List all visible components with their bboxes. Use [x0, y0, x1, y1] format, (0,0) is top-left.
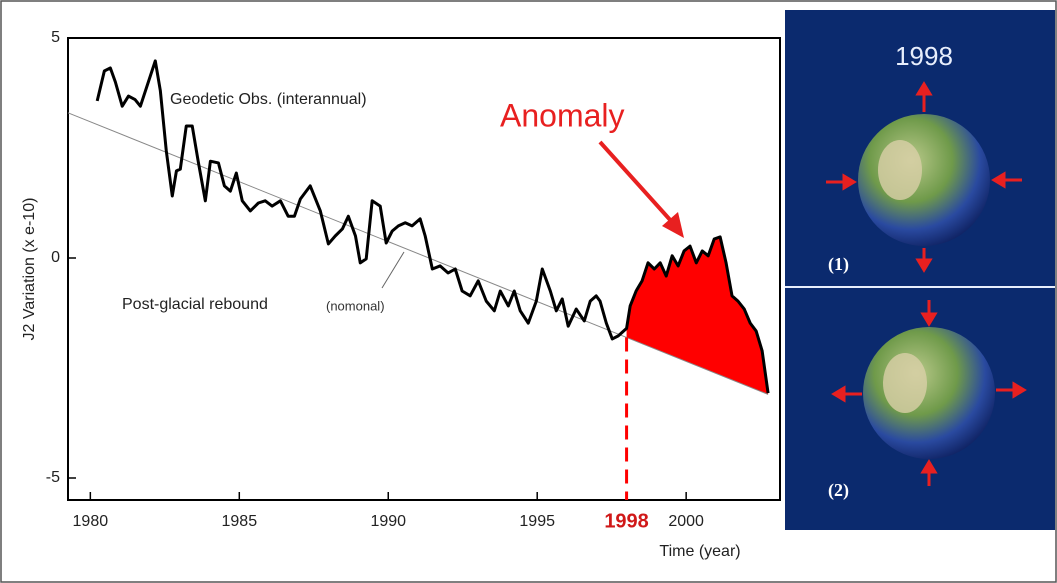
x-tick-label: 1990	[370, 513, 406, 530]
anomaly-label: Anomaly	[500, 97, 625, 133]
y-tick-label: 0	[51, 249, 60, 266]
anomaly-arrow	[598, 140, 674, 224]
continent	[883, 353, 927, 413]
highlight-label: 1998	[604, 510, 649, 532]
x-tick-label: 1980	[73, 513, 109, 530]
panel-1: 1998 (1)	[785, 10, 1055, 286]
leader-line	[381, 251, 405, 289]
panel-label: (2)	[828, 480, 849, 501]
series-label: Geodetic Obs. (interannual)	[170, 91, 367, 108]
panel-label: (1)	[828, 254, 849, 275]
trend-label: Post-glacial rebound	[122, 296, 268, 313]
anomaly-area	[626, 236, 769, 395]
earth	[863, 327, 995, 459]
x-axis-label: Time (year)	[659, 543, 740, 560]
y-tick-label: -5	[46, 469, 60, 486]
plot-area	[67, 37, 781, 501]
trend-note: (nomonal)	[326, 298, 385, 313]
earth	[858, 114, 990, 246]
panel-title: 1998	[895, 41, 953, 71]
x-tick-label: 2000	[668, 513, 704, 530]
trend-line	[67, 112, 769, 395]
y-axis-label: J2 Variation (x e-10)	[21, 198, 38, 341]
x-tick-label: 1985	[222, 513, 258, 530]
continent	[878, 140, 922, 200]
y-tick-label: 5	[51, 29, 60, 46]
x-tick-label: 1995	[519, 513, 555, 530]
chart-layer: -5 0 5 1980 1985 1990 1995 2000 1998	[46, 29, 770, 532]
arrows	[831, 300, 1027, 486]
anomaly-arrowhead	[662, 212, 684, 238]
arrows	[826, 81, 1022, 273]
panel-2: (2)	[785, 288, 1055, 530]
series-line	[95, 59, 770, 394]
